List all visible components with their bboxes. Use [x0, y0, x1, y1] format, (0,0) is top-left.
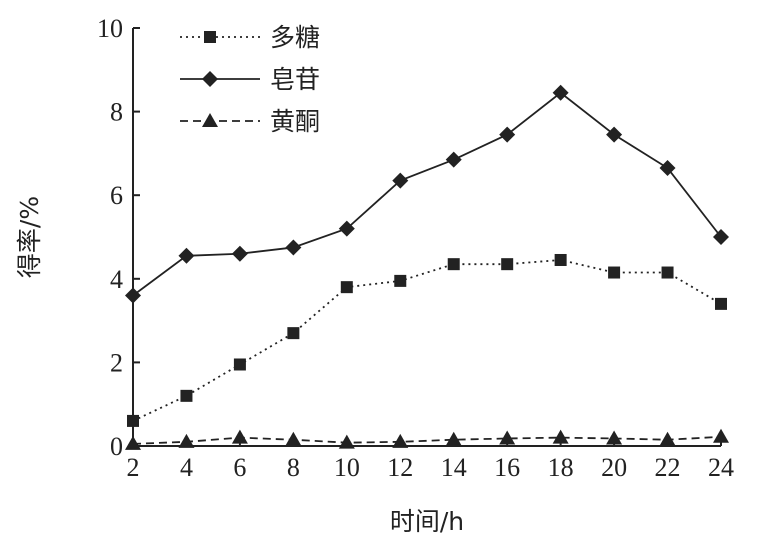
data-point — [340, 281, 353, 294]
y-tick-label: 10 — [97, 14, 123, 43]
x-tick-label: 16 — [494, 453, 520, 482]
data-point — [231, 429, 248, 444]
data-point — [501, 258, 514, 271]
data-point — [608, 266, 621, 279]
x-tick-label: 22 — [655, 453, 681, 482]
data-point — [392, 433, 409, 448]
x-axis-title: 时间/h — [390, 507, 464, 536]
legend-item: 多糖 — [180, 23, 320, 52]
y-tick-label: 4 — [110, 265, 123, 294]
series-diamond — [125, 84, 729, 304]
series-line — [132, 91, 722, 297]
x-tick-label: 6 — [233, 453, 246, 482]
data-point — [285, 239, 302, 256]
data-point — [552, 84, 569, 101]
data-point — [233, 358, 246, 371]
data-point — [125, 435, 141, 450]
data-point — [661, 266, 674, 279]
y-axis-title: 得率/% — [15, 196, 44, 278]
x-tick-label: 24 — [708, 453, 734, 482]
data-point — [285, 431, 302, 446]
data-point — [394, 274, 407, 287]
y-tick-label: 6 — [110, 181, 123, 210]
data-point — [445, 431, 462, 446]
x-tick-label: 10 — [334, 453, 360, 482]
legend-item: 黄酮 — [180, 107, 320, 136]
y-tick-label: 8 — [110, 98, 123, 127]
legend-item: 皂苷 — [180, 65, 320, 94]
data-point — [287, 327, 300, 340]
x-tick-label: 18 — [548, 453, 574, 482]
y-tick-label: 2 — [110, 348, 123, 377]
series-triangle — [125, 428, 729, 450]
y-ticks: 0 2 4 6 8 10 — [97, 14, 140, 461]
x-tick-label: 4 — [180, 453, 193, 482]
data-point — [392, 172, 409, 189]
data-point — [713, 428, 729, 443]
x-tick-label: 2 — [127, 453, 140, 482]
data-point — [606, 430, 623, 445]
x-tick-label: 12 — [387, 453, 413, 482]
data-point — [180, 389, 193, 402]
legend-marker — [202, 71, 218, 87]
data-point — [127, 414, 139, 427]
x-tick-label: 20 — [601, 453, 627, 482]
data-point — [231, 245, 248, 262]
legend-label: 黄酮 — [270, 107, 320, 136]
data-point — [659, 160, 676, 177]
series-line — [132, 259, 722, 422]
data-point — [659, 431, 676, 446]
data-point — [499, 430, 516, 445]
data-point — [178, 247, 195, 264]
series-line — [132, 435, 722, 445]
data-point — [338, 220, 355, 237]
x-ticks: 2 4 6 8 10 12 14 16 18 20 22 24 — [127, 439, 734, 482]
data-point — [554, 253, 567, 266]
data-point — [715, 297, 727, 310]
data-point — [713, 229, 729, 245]
data-point — [445, 151, 462, 168]
data-point — [125, 287, 141, 304]
y-tick-label: 0 — [110, 432, 123, 461]
x-tick-label: 8 — [287, 453, 300, 482]
legend-label: 多糖 — [270, 23, 320, 52]
data-point — [447, 258, 460, 271]
data-point — [606, 126, 623, 143]
series-square — [127, 253, 727, 427]
legend-marker — [202, 113, 218, 127]
legend-label: 皂苷 — [270, 65, 320, 94]
data-point — [338, 434, 355, 449]
data-point — [178, 433, 195, 448]
series-layer — [125, 84, 729, 450]
x-tick-label: 14 — [441, 453, 467, 482]
legend-marker — [204, 31, 216, 43]
data-point — [552, 429, 569, 444]
data-point — [499, 126, 516, 143]
